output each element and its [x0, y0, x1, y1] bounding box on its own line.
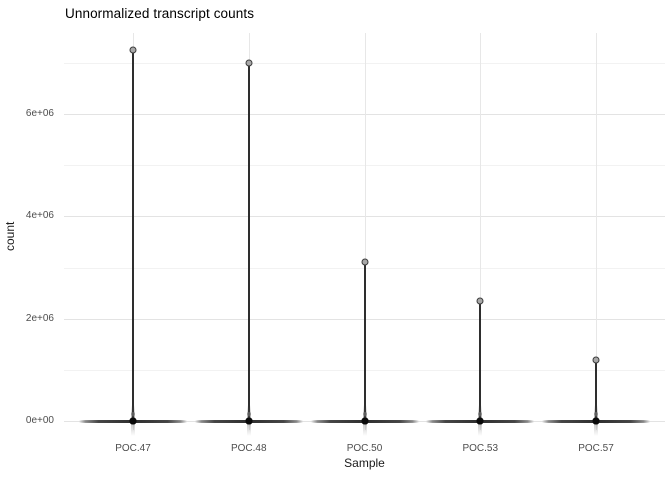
below-zero-smear: [362, 423, 367, 436]
max-outlier-point: [361, 258, 368, 266]
zero-cluster-dot: [592, 417, 600, 424]
gridline-vertical: [480, 33, 482, 430]
whisker-line: [595, 359, 597, 422]
max-outlier-point: [245, 59, 253, 67]
zero-cluster-dot: [361, 417, 368, 424]
low-outlier-point: [131, 412, 135, 416]
x-tick-label: POC.48: [230, 443, 267, 454]
whisker-line: [247, 63, 250, 422]
y-tick-label: 6e+06: [25, 108, 54, 120]
max-outlier-point: [476, 297, 484, 305]
max-outlier-point: [592, 356, 600, 364]
plot-panel: [64, 33, 665, 436]
low-outlier-point: [594, 412, 598, 416]
zero-cluster-dot: [129, 417, 137, 424]
plot-title: Unnormalized transcript counts: [65, 6, 255, 21]
x-tick-label: POC.53: [462, 443, 499, 454]
y-tick-label: 0e+00: [25, 415, 54, 426]
whisker-line: [479, 300, 482, 422]
low-outlier-point: [478, 412, 483, 416]
zero-cluster-dot: [245, 417, 253, 424]
x-tick-label: POC.50: [346, 443, 383, 454]
y-tick-label: 4e+06: [25, 210, 54, 222]
gridline-vertical: [596, 33, 597, 430]
below-zero-smear: [594, 423, 598, 436]
gridline-vertical: [364, 33, 366, 430]
x-tick-label: POC.57: [578, 443, 614, 454]
whisker-line: [132, 50, 134, 422]
x-tick-label: POC.47: [115, 443, 151, 454]
max-outlier-point: [129, 46, 137, 54]
low-outlier-point: [362, 412, 367, 416]
y-tick-label: 2e+06: [25, 312, 54, 324]
whisker-line: [363, 262, 366, 422]
low-outlier-point: [246, 412, 251, 416]
zero-cluster-dot: [476, 417, 484, 424]
x-axis-title: Sample: [344, 456, 385, 470]
below-zero-smear: [131, 423, 135, 436]
below-zero-smear: [246, 423, 251, 436]
below-zero-smear: [478, 423, 483, 436]
